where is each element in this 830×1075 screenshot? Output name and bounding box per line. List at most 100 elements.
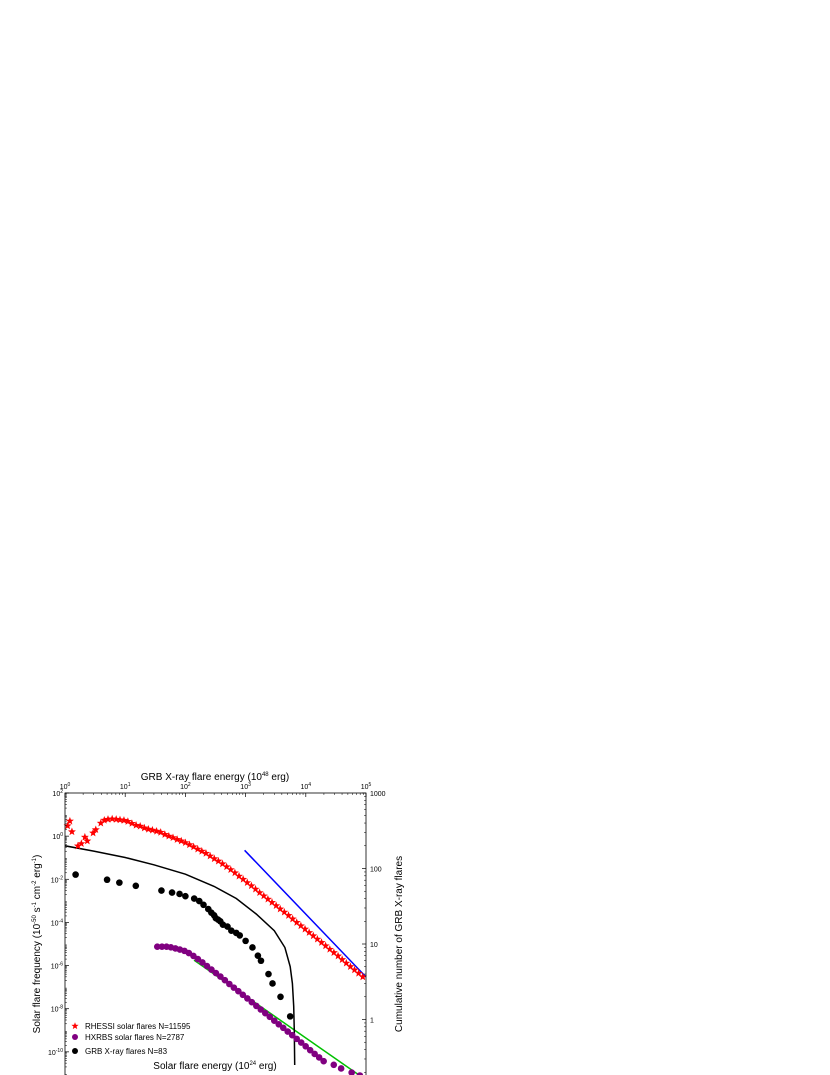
- data-point: [350, 965, 359, 974]
- data-point: [292, 918, 301, 926]
- legend-marker: [72, 1048, 78, 1054]
- x-top-tick-label: 101: [120, 782, 131, 791]
- data-point: [158, 887, 165, 894]
- data-point: [288, 914, 297, 923]
- fit-line-1: [244, 849, 366, 978]
- data-point: [257, 957, 265, 965]
- data-point: [103, 876, 111, 884]
- x-top-tick-label: 102: [180, 782, 191, 791]
- data-point: [296, 921, 305, 930]
- data-point: [244, 995, 251, 1002]
- x-top-axis-label: GRB X-ray flare energy (1048 erg): [141, 772, 289, 783]
- data-point: [181, 838, 190, 847]
- data-point: [230, 868, 239, 877]
- series-3: [72, 871, 294, 1020]
- data-point: [270, 1017, 278, 1024]
- data-point: [164, 831, 173, 840]
- data-point: [123, 817, 132, 825]
- data-point: [305, 928, 314, 936]
- data-point: [152, 826, 161, 835]
- data-point: [320, 1057, 327, 1065]
- data-point: [77, 839, 86, 848]
- data-point: [194, 955, 202, 963]
- data-point: [261, 1009, 269, 1017]
- y-left-tick-label: 102: [52, 789, 63, 798]
- data-point: [156, 828, 165, 836]
- data-point: [269, 980, 276, 987]
- data-point: [173, 835, 182, 843]
- data-point: [197, 847, 206, 855]
- data-point: [116, 879, 123, 886]
- data-point: [311, 1050, 318, 1058]
- y-left-tick-label: 100: [52, 832, 63, 841]
- data-point: [265, 970, 272, 978]
- legend-marker: [72, 1034, 78, 1040]
- data-point: [189, 842, 198, 851]
- data-point: [268, 898, 277, 906]
- x-top-tick-label: 104: [301, 782, 312, 791]
- data-point: [255, 888, 264, 897]
- x-top-tick-label: 105: [361, 782, 372, 791]
- y-right-tick-label: 100: [370, 867, 382, 874]
- data-point: [158, 943, 166, 950]
- y-left-tick-label: 10-6: [51, 962, 63, 971]
- data-point: [301, 924, 310, 933]
- data-point: [309, 931, 318, 940]
- data-point: [214, 856, 223, 865]
- data-marks: [63, 814, 367, 1075]
- data-point: [242, 937, 249, 945]
- data-point: [337, 1065, 345, 1072]
- data-point: [354, 969, 363, 977]
- data-point: [218, 859, 227, 868]
- data-point: [284, 911, 293, 919]
- data-point: [200, 901, 207, 909]
- data-point: [210, 854, 219, 863]
- data-point: [100, 815, 109, 824]
- data-point: [195, 897, 203, 905]
- data-point: [330, 1061, 338, 1069]
- data-point: [329, 948, 338, 956]
- data-point: [356, 1072, 364, 1075]
- data-point: [317, 938, 326, 946]
- y-right-tick-label: 10: [370, 942, 378, 949]
- data-point: [190, 895, 198, 902]
- data-point: [185, 840, 194, 849]
- data-point: [249, 944, 256, 951]
- data-point: [153, 943, 161, 950]
- data-point: [108, 814, 117, 823]
- data-point: [243, 878, 252, 887]
- data-point: [228, 927, 235, 935]
- data-point: [169, 833, 178, 842]
- data-point: [148, 825, 157, 834]
- data-point: [302, 1043, 309, 1050]
- data-point: [226, 865, 235, 874]
- series-1: [63, 814, 367, 981]
- data-point: [212, 969, 220, 977]
- data-point: [279, 1024, 287, 1032]
- data-point: [342, 958, 351, 967]
- y-right-axis-label: Cumulative number of GRB X-ray flares: [394, 856, 405, 1032]
- data-point: [254, 952, 262, 959]
- data-point: [275, 1020, 283, 1028]
- data-point: [266, 1013, 274, 1021]
- x-top-tick-label: 103: [240, 782, 251, 791]
- data-point: [112, 815, 121, 823]
- data-point: [72, 871, 79, 878]
- data-point: [235, 871, 244, 880]
- legend-label: GRB X-ray flares N=83: [85, 1047, 168, 1056]
- data-point: [63, 821, 72, 830]
- legend-label: HXRBS solar flares N=2787: [85, 1033, 185, 1042]
- legend-marker: [71, 1022, 79, 1030]
- data-point: [217, 973, 224, 980]
- data-point: [177, 836, 186, 845]
- data-point: [91, 825, 100, 834]
- data-point: [230, 984, 238, 991]
- data-point: [140, 823, 149, 832]
- data-point: [247, 881, 256, 890]
- data-point: [224, 923, 231, 930]
- data-point: [346, 962, 355, 970]
- data-point: [235, 987, 242, 995]
- data-point: [306, 1046, 314, 1054]
- data-point: [73, 841, 82, 850]
